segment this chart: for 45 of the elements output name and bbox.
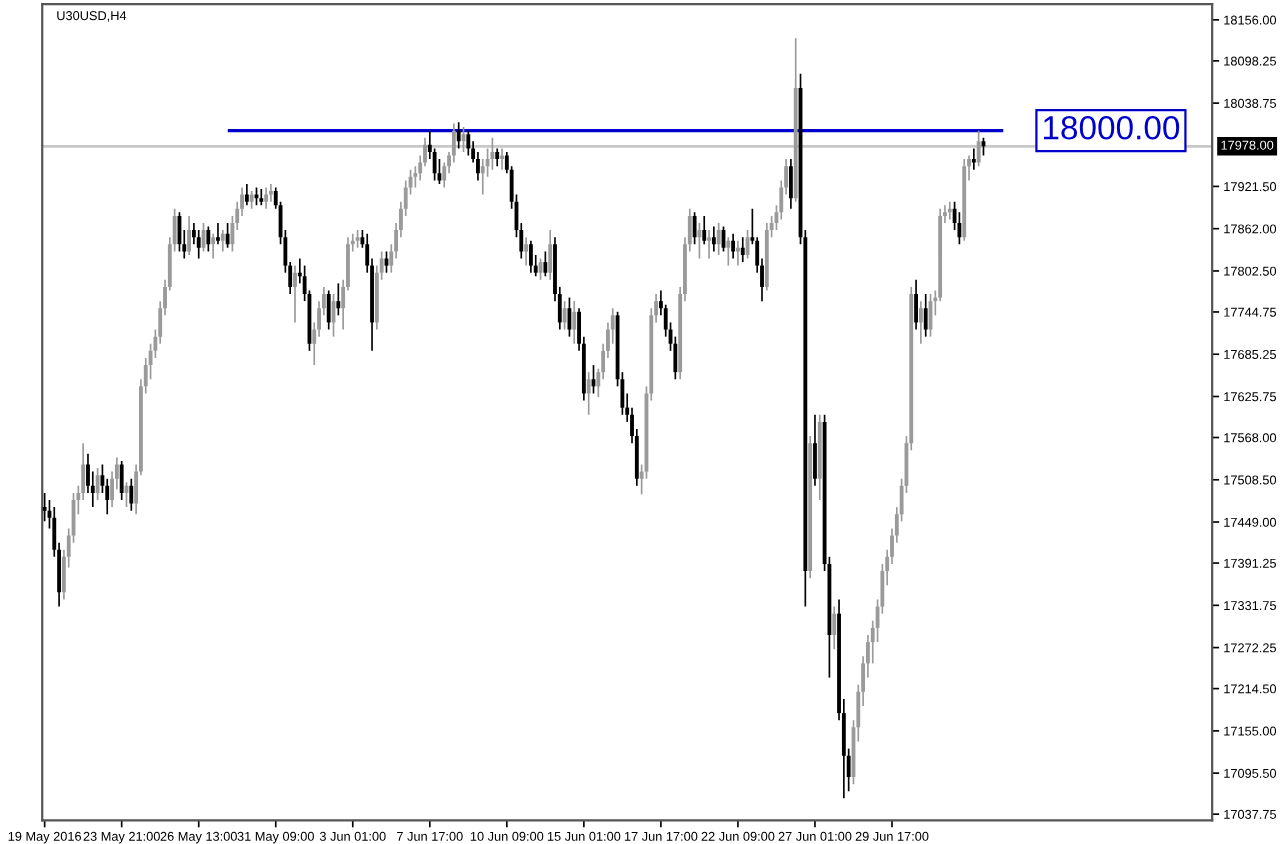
candlestick xyxy=(548,229,553,281)
candlestick xyxy=(524,236,529,267)
candlestick xyxy=(697,222,702,260)
candlestick xyxy=(543,250,548,278)
candlestick xyxy=(264,186,269,210)
candlestick xyxy=(206,225,211,253)
candlestick xyxy=(293,264,297,324)
candlestick xyxy=(466,129,471,157)
ref-line-label: 18000.00 xyxy=(1043,116,1180,140)
candlestick xyxy=(187,215,192,256)
candlestick xyxy=(326,289,331,331)
candlestick xyxy=(707,229,711,260)
candlestick xyxy=(225,222,230,249)
candlestick xyxy=(586,371,591,416)
candlestick xyxy=(129,477,134,512)
candlestick xyxy=(976,129,981,168)
candlestick xyxy=(196,229,201,260)
candlestick xyxy=(740,236,745,263)
candlestick xyxy=(220,229,225,253)
candlestick xyxy=(702,215,707,246)
candlestick xyxy=(914,278,918,331)
candlestick xyxy=(42,492,47,523)
candlestick xyxy=(572,300,577,345)
candlestick xyxy=(918,300,923,345)
candlestick xyxy=(716,222,721,256)
candlestick xyxy=(269,183,273,203)
candlestick xyxy=(490,136,495,171)
candlestick xyxy=(832,605,837,651)
candlestick xyxy=(562,300,567,331)
candlestick xyxy=(711,225,716,253)
candlestick xyxy=(211,232,216,260)
candlestick xyxy=(528,239,533,274)
candlestick xyxy=(692,211,697,246)
candlestick xyxy=(95,467,100,501)
candlestick xyxy=(971,147,976,171)
candlestick xyxy=(726,236,731,267)
candlestick xyxy=(813,413,817,487)
candlestick xyxy=(788,158,793,210)
candlestick xyxy=(244,183,249,207)
candlestick xyxy=(923,293,928,338)
candlestick xyxy=(456,121,461,150)
candlestick xyxy=(216,222,220,246)
candlestick xyxy=(119,460,124,501)
candlestick xyxy=(336,282,341,317)
candlestick xyxy=(731,232,736,260)
